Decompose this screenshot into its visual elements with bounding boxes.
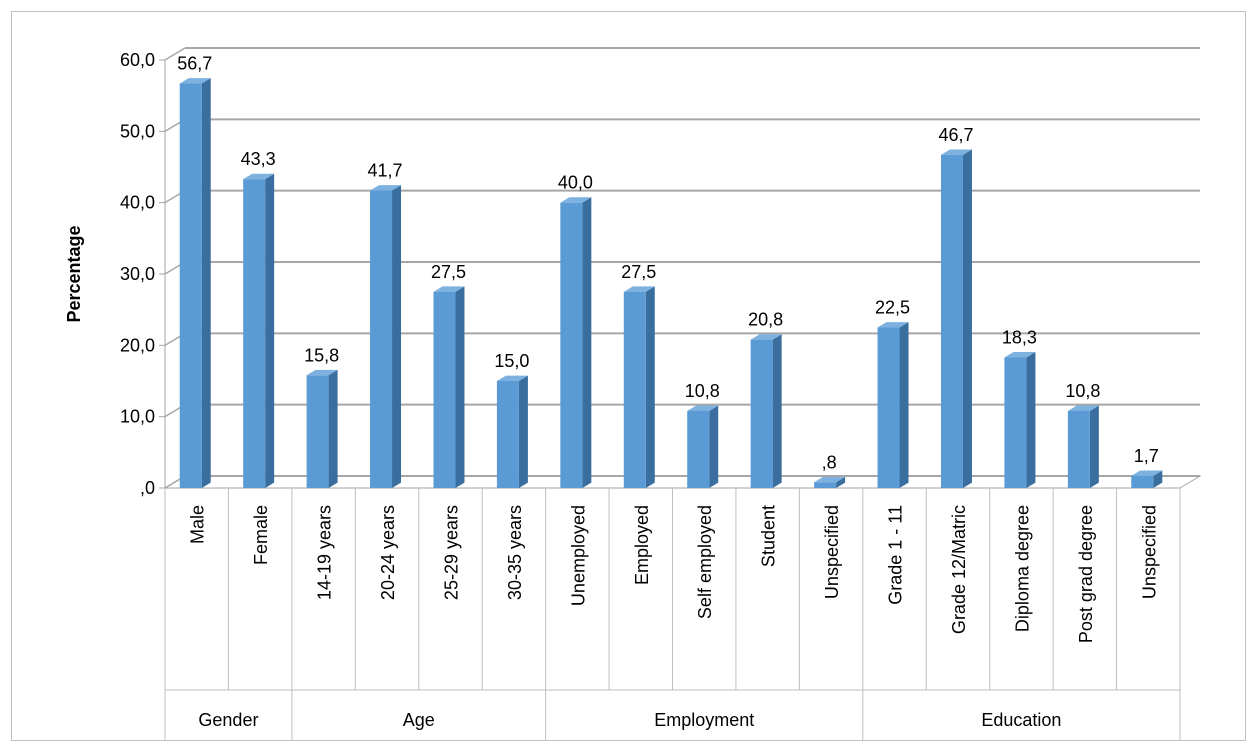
bar-side xyxy=(899,322,909,488)
bar-top xyxy=(433,286,465,292)
bar-top xyxy=(687,405,719,411)
bar-top xyxy=(940,149,972,155)
bar-side xyxy=(265,173,275,488)
data-label: 56,7 xyxy=(177,54,212,74)
category-label: Student xyxy=(759,505,779,567)
bar-top xyxy=(1067,405,1099,411)
bar-top xyxy=(560,197,592,203)
bar-side xyxy=(645,286,655,488)
bar xyxy=(560,202,583,488)
group-label: Education xyxy=(981,710,1061,730)
data-label: 27,5 xyxy=(431,262,466,282)
bar xyxy=(1067,410,1090,488)
data-label: 27,5 xyxy=(621,262,656,282)
bar-side xyxy=(836,476,846,488)
bar-top xyxy=(750,334,782,340)
data-label: ,8 xyxy=(822,452,837,472)
data-label: 10,8 xyxy=(1065,381,1100,401)
bar xyxy=(496,381,519,488)
bar xyxy=(243,179,266,489)
bar-top xyxy=(243,173,275,180)
bar xyxy=(623,291,646,488)
bar xyxy=(433,291,456,488)
data-label: 20,8 xyxy=(748,310,783,330)
data-label: 22,5 xyxy=(875,298,910,318)
category-label: 25-29 years xyxy=(441,505,461,600)
bar-side xyxy=(328,369,338,488)
category-label: Post grad degree xyxy=(1076,505,1096,643)
bar xyxy=(1004,357,1027,488)
y-tick-label: 20,0 xyxy=(120,335,155,355)
bar-top xyxy=(179,78,211,84)
bar xyxy=(306,375,329,488)
y-tick-label: 60,0 xyxy=(120,50,155,70)
bar-top xyxy=(1131,470,1163,476)
group-label: Gender xyxy=(198,710,258,730)
group-label: Employment xyxy=(654,710,754,730)
category-label: Unspecified xyxy=(822,505,842,599)
bar-side xyxy=(1026,352,1036,488)
category-label: Male xyxy=(188,505,208,544)
category-label: Unemployed xyxy=(568,505,588,606)
bar xyxy=(940,154,963,488)
bar-side xyxy=(772,334,782,488)
data-label: 10,8 xyxy=(685,381,720,401)
category-label: Grade 12/Matric xyxy=(949,505,969,634)
bar-top xyxy=(623,286,655,292)
gridline-side xyxy=(164,47,186,61)
bar-side xyxy=(962,149,972,488)
bar xyxy=(370,190,393,489)
data-label: 41,7 xyxy=(368,161,403,181)
category-label: Employed xyxy=(632,505,652,585)
category-label: Unspecified xyxy=(1139,505,1159,599)
category-label: Diploma degree xyxy=(1012,505,1032,632)
bar-top xyxy=(496,375,528,381)
bar-side xyxy=(582,197,592,488)
data-label: 46,7 xyxy=(938,125,973,145)
bar-top xyxy=(370,185,402,191)
data-label: 15,8 xyxy=(304,345,339,365)
y-tick-label: 40,0 xyxy=(120,193,155,213)
category-label: 30-35 years xyxy=(505,505,525,600)
bar-top xyxy=(1004,352,1036,358)
y-tick-label: 10,0 xyxy=(120,407,155,427)
data-label: 15,0 xyxy=(494,351,529,371)
bar-top xyxy=(877,322,909,328)
y-tick-label: 50,0 xyxy=(120,121,155,141)
bar-top xyxy=(814,476,846,483)
bar-top xyxy=(306,369,338,376)
bar xyxy=(814,482,837,488)
data-label: 18,3 xyxy=(1002,327,1037,347)
bar-side xyxy=(201,78,211,488)
bar xyxy=(877,327,900,488)
y-tick-label: 30,0 xyxy=(120,264,155,284)
bar-side xyxy=(518,375,528,488)
bar xyxy=(750,339,773,488)
category-label: Grade 1 - 11 xyxy=(886,505,906,605)
category-label: 14-19 years xyxy=(315,505,335,600)
group-label: Age xyxy=(403,710,435,730)
bar-side xyxy=(455,286,465,488)
data-label: 40,0 xyxy=(558,173,593,193)
category-label: Female xyxy=(251,505,271,565)
bar xyxy=(179,83,202,488)
bar-side xyxy=(709,405,719,488)
bar xyxy=(687,410,710,488)
bar-side xyxy=(392,185,402,488)
bar-side xyxy=(1089,405,1099,488)
y-axis-title: Percentage xyxy=(64,225,84,322)
bar-side xyxy=(1153,470,1163,488)
category-label: 20-24 years xyxy=(378,505,398,600)
y-tick-label: ,0 xyxy=(140,478,155,498)
bar xyxy=(1131,475,1154,488)
data-label: 43,3 xyxy=(241,149,276,169)
data-label: 1,7 xyxy=(1134,446,1159,466)
category-label: Self employed xyxy=(695,505,715,619)
